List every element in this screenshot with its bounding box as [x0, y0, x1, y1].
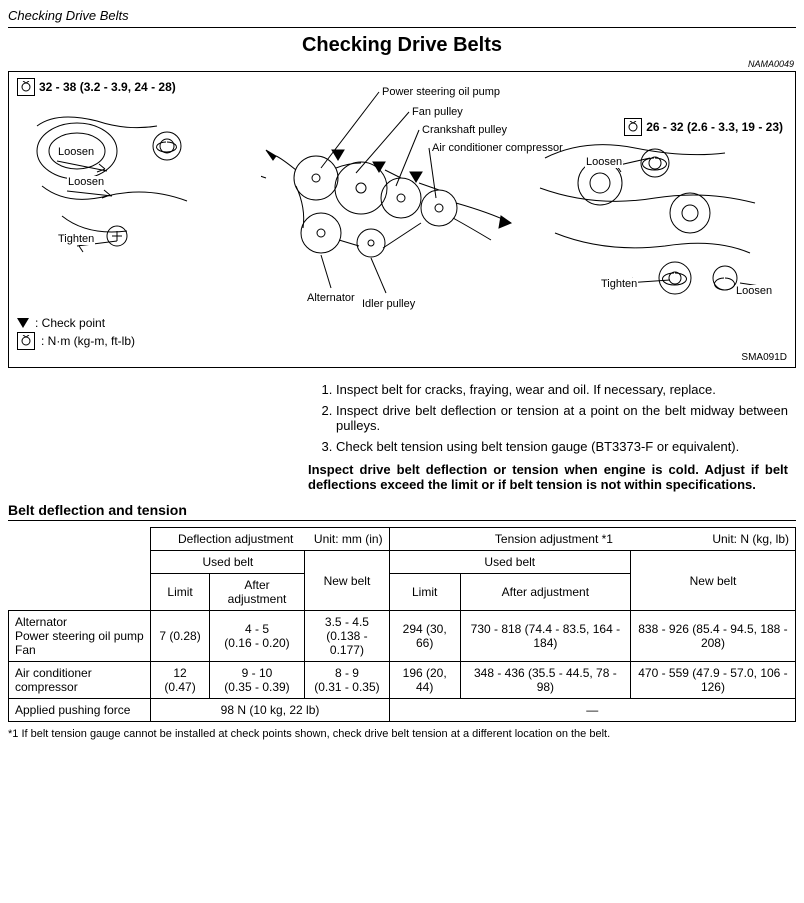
table-row: Applied pushing force 98 N (10 kg, 22 lb…	[9, 699, 796, 722]
label-power-steering: Power steering oil pump	[381, 86, 501, 98]
spec-table: Deflection adjustment Unit: mm (in) Tens…	[8, 527, 796, 722]
hdr-limit-1: Limit	[151, 574, 209, 611]
hdr-deflection-unit: Unit: mm (in)	[314, 532, 383, 546]
legend-check-point: : Check point	[35, 316, 105, 330]
hdr-new-belt-1: New belt	[305, 551, 389, 611]
table-row: Air conditioner compressor 12 (0.47) 9 -…	[9, 662, 796, 699]
label-tighten-1: Tighten	[57, 233, 95, 245]
label-loosen-2: Loosen	[67, 176, 105, 188]
row0-dlimit: 7 (0.28)	[151, 611, 209, 662]
label-alternator: Alternator	[306, 292, 356, 304]
hdr-used-belt-2: Used belt	[389, 551, 630, 574]
row0-tnew: 838 - 926 (85.4 - 94.5, 188 - 208)	[630, 611, 795, 662]
footnote: *1 If belt tension gauge cannot be insta…	[8, 728, 796, 740]
torque-icon-legend	[17, 332, 35, 350]
label-loosen-3: Loosen	[585, 156, 623, 168]
row1-tnew: 470 - 559 (47.9 - 57.0, 106 - 126)	[630, 662, 795, 699]
hdr-used-belt-1: Used belt	[151, 551, 305, 574]
torque-left: 32 - 38 (3.2 - 3.9, 24 - 28)	[17, 78, 176, 96]
hdr-tension: Tension adjustment *1	[495, 532, 613, 546]
hdr-deflection: Deflection adjustment	[178, 532, 293, 546]
step-3: Check belt tension using belt tension ga…	[336, 439, 788, 454]
page-header: Checking Drive Belts	[8, 8, 796, 23]
bold-note: Inspect drive belt deflection or tension…	[308, 462, 796, 492]
applied-force-label: Applied pushing force	[9, 699, 151, 722]
illustration-center: Power steering oil pump Fan pulley Crank…	[261, 78, 521, 308]
row0-dnew: 3.5 - 4.5(0.138 - 0.177)	[305, 611, 389, 662]
torque-right-value: 26 - 32 (2.6 - 3.3, 19 - 23)	[646, 120, 783, 134]
illustration-right: 26 - 32 (2.6 - 3.3, 19 - 23)	[525, 78, 787, 308]
torque-left-value: 32 - 38 (3.2 - 3.9, 24 - 28)	[39, 80, 176, 94]
header-rule	[8, 27, 796, 28]
row1-label: Air conditioner compressor	[9, 662, 151, 699]
row1-dnew: 8 - 9(0.31 - 0.35)	[305, 662, 389, 699]
row1-tafter: 348 - 436 (35.5 - 44.5, 78 - 98)	[460, 662, 630, 699]
table-section-title: Belt deflection and tension	[8, 502, 796, 518]
label-crankshaft: Crankshaft pulley	[421, 124, 508, 136]
torque-right: 26 - 32 (2.6 - 3.3, 19 - 23)	[624, 118, 783, 136]
label-tighten-2: Tighten	[600, 278, 638, 290]
diagram-code: SMA091D	[17, 352, 787, 363]
legend-units: : N·m (kg-m, ft-lb)	[41, 334, 135, 348]
row1-dlimit: 12 (0.47)	[151, 662, 209, 699]
hdr-tension-unit: Unit: N (kg, lb)	[712, 532, 789, 546]
hdr-after-2: After adjustment	[460, 574, 630, 611]
label-idler: Idler pulley	[361, 298, 416, 310]
illustration-left: 32 - 38 (3.2 - 3.9, 24 - 28)	[17, 78, 257, 298]
table-row: AlternatorPower steering oil pumpFan 7 (…	[9, 611, 796, 662]
hdr-after-1: After adjustment	[209, 574, 305, 611]
label-loosen-1: Loosen	[57, 146, 95, 158]
torque-icon	[17, 78, 35, 96]
steps-list: Inspect belt for cracks, fraying, wear a…	[308, 382, 796, 454]
row0-dafter: 4 - 5(0.16 - 0.20)	[209, 611, 305, 662]
torque-icon-2	[624, 118, 642, 136]
diagram-box: 32 - 38 (3.2 - 3.9, 24 - 28)	[8, 71, 796, 368]
hdr-limit-2: Limit	[389, 574, 460, 611]
legend: : Check point : N·m (kg-m, ft-lb)	[17, 316, 787, 350]
row0-tafter: 730 - 818 (74.4 - 83.5, 164 - 184)	[460, 611, 630, 662]
step-1: Inspect belt for cracks, fraying, wear a…	[336, 382, 788, 397]
applied-force-deflection: 98 N (10 kg, 22 lb)	[151, 699, 389, 722]
step-2: Inspect drive belt deflection or tension…	[336, 403, 788, 433]
check-point-icon	[17, 318, 29, 328]
label-fan-pulley: Fan pulley	[411, 106, 464, 118]
label-loosen-4: Loosen	[735, 285, 773, 297]
hdr-new-belt-2: New belt	[630, 551, 795, 611]
row1-tlimit: 196 (20, 44)	[389, 662, 460, 699]
section-rule	[8, 520, 796, 521]
row1-dafter: 9 - 10(0.35 - 0.39)	[209, 662, 305, 699]
applied-force-tension: —	[389, 699, 795, 722]
doc-code: NAMA0049	[8, 59, 794, 69]
row0-label: AlternatorPower steering oil pumpFan	[9, 611, 151, 662]
page-title: Checking Drive Belts	[8, 34, 796, 57]
row0-tlimit: 294 (30, 66)	[389, 611, 460, 662]
